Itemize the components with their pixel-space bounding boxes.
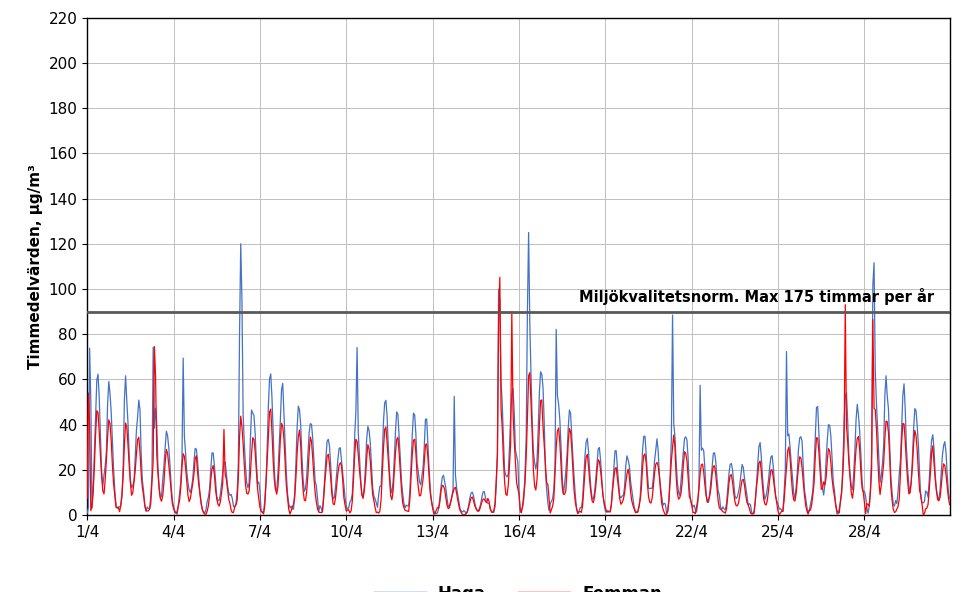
Haga — [626, 486, 638, 493]
Femman — [81, 494, 93, 501]
Haga — [320, 454, 331, 461]
Haga — [944, 495, 955, 502]
Femman — [273, 462, 285, 469]
Femman — [625, 488, 637, 496]
Femman — [944, 501, 955, 508]
Y-axis label: Timmedelvärden, μg/m³: Timmedelvärden, μg/m³ — [28, 164, 43, 369]
Haga — [81, 510, 93, 517]
Femman — [660, 511, 672, 519]
Femman — [97, 487, 109, 494]
Femman — [650, 461, 662, 468]
Legend: Haga, Femman: Haga, Femman — [368, 578, 669, 592]
Haga — [187, 475, 199, 482]
Haga — [172, 511, 183, 518]
Text: Miljökvalitetsnorm. Max 175 timmar per år: Miljökvalitetsnorm. Max 175 timmar per å… — [578, 288, 934, 305]
Femman — [319, 480, 330, 487]
Line: Haga: Haga — [87, 233, 950, 514]
Haga — [523, 229, 535, 236]
Femman — [494, 274, 506, 281]
Line: Femman: Femman — [87, 277, 950, 515]
Femman — [186, 487, 198, 494]
Haga — [651, 435, 663, 442]
Haga — [97, 482, 109, 490]
Haga — [274, 417, 286, 424]
